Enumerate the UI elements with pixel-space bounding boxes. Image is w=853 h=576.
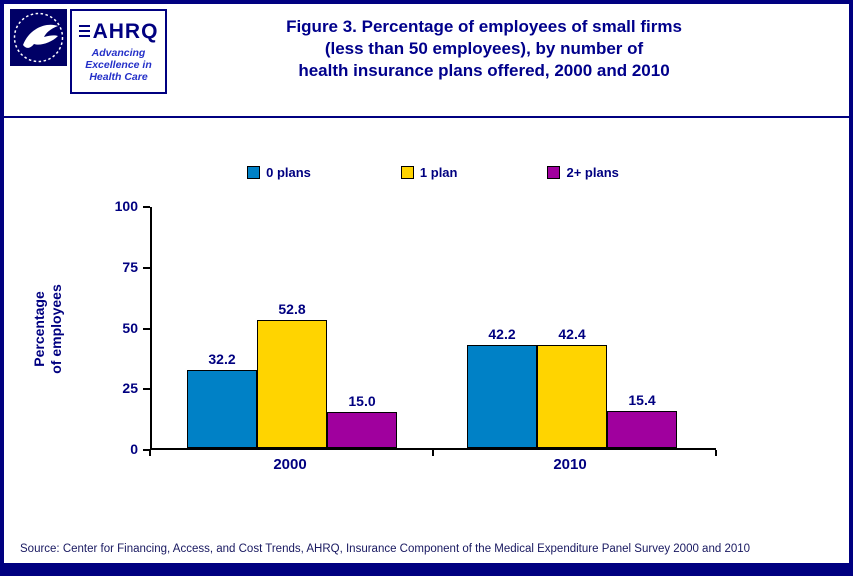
x-axis-label-2010: 2010 (553, 456, 587, 473)
legend-swatch (247, 165, 261, 179)
ahrq-logo-text: AHRQ (92, 20, 159, 43)
y-tick-label: 75 (122, 258, 138, 275)
legend-item-1-plan: 1 plan (400, 164, 458, 180)
bar-slot: 15.0 (327, 393, 397, 448)
bar-2+-plans-2000 (327, 412, 397, 448)
bar-1-plan-2010 (537, 345, 607, 448)
bar-group-2010: 42.2 42.4 15.4 (467, 326, 677, 448)
source-note: Source: Center for Financing, Access, an… (20, 543, 751, 555)
x-tick-mark (432, 450, 434, 456)
y-tick-label: 0 (130, 441, 138, 457)
y-tick-mark (143, 266, 150, 269)
bar-group-2000: 32.2 52.8 15.0 (187, 301, 397, 448)
bar-0-plans-2000 (187, 370, 257, 448)
x-tick-mark (715, 450, 717, 456)
bar-slot: 15.4 (607, 392, 677, 448)
y-tick-mark (143, 449, 150, 451)
ahrq-stripes-icon (78, 24, 90, 40)
y-tick-mark (143, 206, 150, 208)
bar-slot: 32.2 (187, 351, 257, 448)
hhs-eagle-icon (13, 12, 64, 63)
plot-area: 32.2 52.8 15.0 42.2 42.4 15.4 (150, 207, 716, 450)
bar-value-label: 15.4 (628, 392, 656, 408)
bar-value-label: 32.2 (208, 351, 236, 367)
legend-item-0-plans: 0 plans (247, 165, 311, 180)
bar-slot: 42.4 (537, 326, 607, 448)
legend-label: 0 plans (266, 164, 311, 180)
ahrq-logo: AHRQ Advancing Excellence in Health Care (70, 9, 167, 94)
bar-value-label: 52.8 (278, 301, 306, 317)
legend-item-2-plans: 2+ plans (547, 164, 619, 180)
figure-title: Figure 3. Percentage of employees of sma… (286, 17, 682, 80)
legend-swatch (400, 165, 414, 179)
y-tick-label: 50 (122, 319, 138, 336)
bar-slot: 52.8 (257, 301, 327, 448)
ahrq-logo-row: AHRQ (78, 20, 159, 44)
y-tick-label: 100 (114, 198, 138, 214)
y-tick-label: 25 (122, 380, 138, 397)
bar-value-label: 42.4 (558, 326, 586, 342)
legend-label: 2+ plans (566, 164, 619, 180)
bar-1-plan-2000 (257, 320, 327, 448)
bar-value-label: 15.0 (348, 393, 376, 409)
legend-swatch (547, 165, 561, 179)
bar-0-plans-2010 (467, 345, 537, 448)
chart-legend: 0 plans 1 plan 2+ plans (150, 162, 716, 182)
ahrq-tagline: Advancing Excellence in Health Care (85, 47, 152, 83)
bar-slot: 42.2 (467, 326, 537, 448)
header-divider (4, 116, 849, 118)
bar-2+-plans-2010 (607, 411, 677, 448)
bottom-border-bar (4, 563, 849, 572)
y-tick-mark (143, 388, 150, 391)
x-axis-label-2000: 2000 (273, 456, 307, 473)
y-axis: 0 25 50 75 100 (4, 198, 150, 457)
hhs-logo (10, 9, 67, 66)
legend-label: 1 plan (419, 164, 458, 180)
y-tick-mark (143, 327, 150, 330)
bar-value-label: 42.2 (488, 326, 516, 342)
